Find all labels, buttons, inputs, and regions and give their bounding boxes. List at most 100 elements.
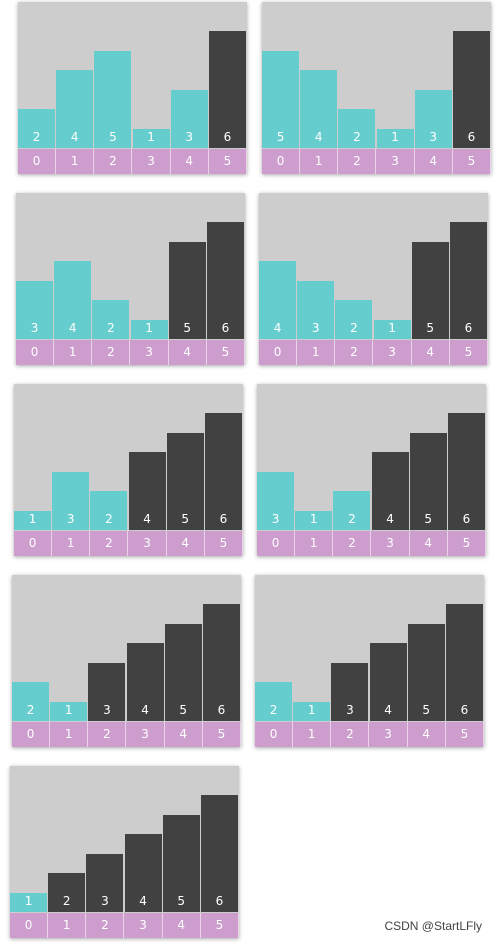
- sorted-bar: 6: [202, 604, 241, 721]
- unsorted-bar: 1: [50, 701, 89, 721]
- bar-value-label: 3: [429, 130, 438, 144]
- index-cell: 0: [12, 722, 51, 747]
- sorted-bar: 4: [126, 643, 165, 721]
- index-cell: 2: [335, 340, 374, 365]
- bars-area: 3 1 2 4 5 6: [257, 384, 486, 530]
- index-cell: 1: [300, 149, 339, 174]
- bar-value-label: 2: [350, 321, 358, 335]
- bars-area: 2 1 3 4 5 6: [12, 575, 241, 721]
- index-cell: 2: [90, 531, 129, 556]
- index-cell: 0: [16, 340, 55, 365]
- bar-value-label: 4: [141, 703, 149, 717]
- index-cell: 1: [295, 531, 334, 556]
- unsorted-bar: 1: [132, 128, 171, 148]
- index-cell: 4: [167, 531, 205, 556]
- bar-value-label: 1: [145, 321, 153, 335]
- sorted-bar: 6: [449, 222, 488, 339]
- index-cell: 4: [415, 149, 453, 174]
- index-cell: 0: [259, 340, 298, 365]
- bar-value-label: 4: [143, 512, 151, 526]
- index-cell: 5: [205, 531, 243, 556]
- watermark: CSDN @StartLFly: [384, 919, 482, 933]
- sorted-bar: 2: [48, 873, 87, 912]
- unsorted-bar: 2: [90, 491, 129, 530]
- index-cell: 3: [372, 531, 410, 556]
- index-cell: 5: [209, 149, 247, 174]
- index-cell: 0: [255, 722, 294, 747]
- index-cell: 5: [446, 722, 484, 747]
- sorted-bar: 6: [204, 413, 243, 530]
- bar-value-label: 1: [388, 321, 396, 335]
- sorted-bar: 6: [206, 222, 245, 339]
- bar-value-label: 1: [24, 894, 33, 908]
- unsorted-bar: 1: [295, 510, 334, 530]
- index-cell: 0: [257, 531, 296, 556]
- index-cell: 5: [448, 531, 486, 556]
- sorted-bar: 4: [371, 452, 410, 530]
- sorted-bar: 3: [86, 853, 125, 912]
- bar-value-label: 5: [179, 703, 188, 717]
- index-cell: 1: [297, 340, 336, 365]
- index-cell: 2: [338, 149, 377, 174]
- unsorted-bar: 4: [54, 261, 93, 339]
- index-cell: 3: [125, 913, 163, 938]
- bar-value-label: 1: [307, 703, 316, 717]
- bar-value-label: 2: [348, 512, 356, 526]
- unsorted-bar: 2: [333, 491, 372, 530]
- bar-value-label: 6: [462, 512, 471, 526]
- bar-value-label: 3: [66, 512, 75, 526]
- bar-value-label: 5: [426, 321, 435, 335]
- bar-value-label: 2: [105, 512, 113, 526]
- bars-area: 3 4 2 1 5 6: [16, 193, 245, 339]
- index-cell: 3: [127, 722, 165, 747]
- bar-value-label: 3: [311, 321, 320, 335]
- unsorted-bar: 1: [14, 510, 53, 530]
- unsorted-bar: 1: [376, 128, 415, 148]
- unsorted-bar: 3: [257, 471, 296, 530]
- bar-value-label: 1: [28, 512, 37, 526]
- index-cell: 5: [201, 913, 239, 938]
- unsorted-bar: 5: [94, 50, 133, 148]
- bar-value-label: 5: [422, 703, 431, 717]
- sorted-bar: 3: [331, 662, 370, 721]
- sorted-bar: 5: [164, 623, 203, 721]
- unsorted-bar: 2: [335, 300, 374, 339]
- sorted-bar: 5: [168, 241, 207, 339]
- index-cell: 3: [370, 722, 408, 747]
- sorted-bar: 5: [166, 432, 205, 530]
- index-cell: 0: [14, 531, 53, 556]
- unsorted-bar: 5: [262, 50, 301, 148]
- bar-value-label: 1: [309, 512, 318, 526]
- bar-value-label: 4: [70, 130, 79, 144]
- index-cell: 1: [50, 722, 89, 747]
- index-cell: 0: [262, 149, 301, 174]
- bar-value-label: 5: [276, 130, 285, 144]
- bar-value-label: 4: [386, 512, 394, 526]
- bar-value-label: 5: [181, 512, 190, 526]
- sorted-bar: 4: [369, 643, 408, 721]
- bar-value-label: 4: [384, 703, 392, 717]
- index-cell: 1: [293, 722, 332, 747]
- bar-value-label: 2: [107, 321, 115, 335]
- bar-value-label: 1: [64, 703, 73, 717]
- index-cell: 5: [207, 340, 245, 365]
- bar-value-label: 6: [215, 894, 224, 908]
- bar-value-label: 6: [464, 321, 473, 335]
- unsorted-bar: 3: [414, 89, 453, 148]
- index-cell: 0: [18, 149, 57, 174]
- index-cell: 2: [92, 340, 131, 365]
- index-cell: 1: [54, 340, 93, 365]
- bar-value-label: 2: [26, 703, 35, 717]
- index-cell: 2: [331, 722, 370, 747]
- unsorted-bar: 1: [373, 319, 412, 339]
- unsorted-bar: 1: [293, 701, 332, 721]
- bar-value-label: 4: [273, 321, 282, 335]
